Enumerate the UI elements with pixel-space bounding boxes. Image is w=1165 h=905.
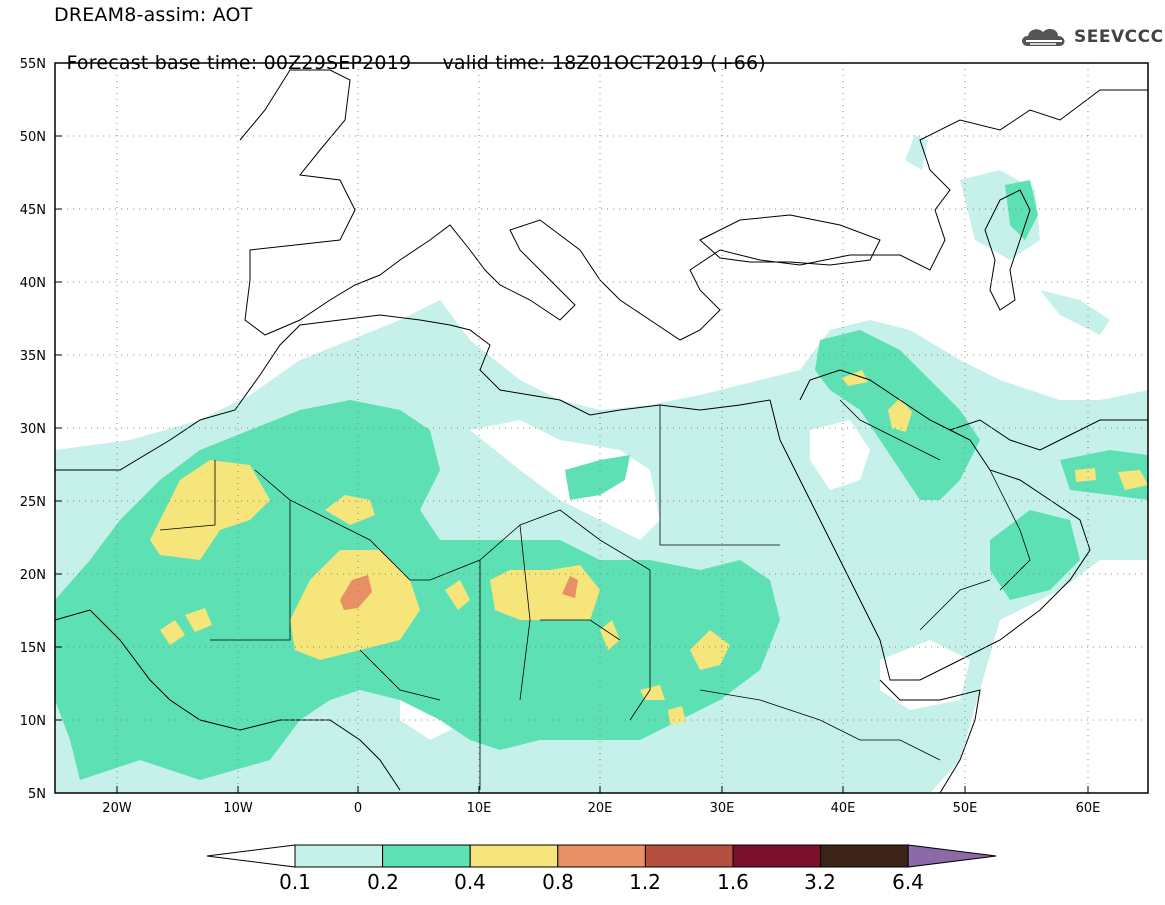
- lon-label: 10W: [223, 801, 253, 816]
- aot-contour-0.4: [668, 706, 686, 724]
- border-lines: [159, 399, 1031, 790]
- lat-label: 55N: [20, 57, 46, 72]
- lon-label: 30E: [710, 801, 735, 816]
- lat-label: 10N: [20, 714, 46, 729]
- legend-box: [294, 844, 384, 868]
- aot-map: 55N 50N 45N 40N 35N 30N 25N 20N 15N 10N …: [20, 57, 1149, 816]
- legend-boxes: [206, 844, 997, 868]
- lat-label: 30N: [20, 422, 46, 437]
- coastline-black-sea: [699, 214, 881, 266]
- legend-label: 3.2: [804, 870, 836, 894]
- color-legend: 0.1 0.2 0.4 0.8 1.2 1.6 3.2 6.4: [206, 844, 997, 894]
- aot-contour-0.4: [888, 398, 912, 432]
- lat-label: 15N: [20, 641, 46, 656]
- logo-text: SEEVCCC: [1074, 27, 1164, 47]
- legend-label: 0.2: [367, 870, 399, 894]
- lat-label: 50N: [20, 130, 46, 145]
- aot-contour-0.4: [185, 608, 212, 632]
- lat-label: 40N: [20, 276, 46, 291]
- legend-label: 0.8: [542, 870, 574, 894]
- aot-contour-0.8: [340, 575, 372, 610]
- coastline-persian-gulf: [949, 419, 1148, 451]
- aot-contour-0.4: [325, 495, 375, 525]
- lat-label: 25N: [20, 495, 46, 510]
- legend-label: 0.4: [454, 870, 486, 894]
- lat-label: 35N: [20, 349, 46, 364]
- aot-contour-0.1: [905, 135, 928, 170]
- aot-contour-0.4: [490, 565, 600, 620]
- legend-box: [469, 844, 559, 868]
- lon-label: 50E: [953, 801, 978, 816]
- legend-box: [820, 844, 909, 868]
- lon-label: 20W: [102, 801, 132, 816]
- legend-box: [732, 844, 822, 868]
- aot-contour-0.4: [690, 630, 730, 670]
- map-title: DREAM8-assim: AOT: [54, 4, 253, 26]
- legend-box: [644, 844, 734, 868]
- aot-contour-0.4: [842, 370, 868, 386]
- aot-contour-0.8: [562, 576, 578, 598]
- legend-box: [382, 844, 471, 868]
- aot-contour-0.4: [1118, 470, 1148, 490]
- aot-contour-0.4: [150, 460, 270, 560]
- aot-clear-area: [880, 640, 970, 710]
- legend-arrow-high: [907, 844, 997, 868]
- aot-clear-area: [420, 420, 660, 540]
- lon-label: 10E: [467, 801, 492, 816]
- cloud-icon: [1022, 28, 1065, 46]
- legend-label: 1.2: [629, 870, 661, 894]
- lon-labels: 20W 10W 0 10E 20E 30E 40E 50E 60E: [102, 801, 1100, 816]
- coastline-horn: [879, 679, 981, 793]
- lon-label: 0: [354, 801, 362, 816]
- lat-labels: 55N 50N 45N 40N 35N 30N 25N 20N 15N 10N …: [20, 57, 46, 802]
- grid-lines: [55, 63, 1148, 793]
- coastline-caspian: [984, 189, 1031, 311]
- seevccc-logo: SEEVCCC: [1018, 24, 1164, 50]
- coastlines: [55, 69, 1148, 793]
- aot-contour-0.4: [445, 580, 470, 610]
- legend-labels: 0.1 0.2 0.4 0.8 1.2 1.6 3.2 6.4: [279, 870, 924, 894]
- legend-label: 0.1: [279, 870, 311, 894]
- aot-contour-0.1: [1040, 290, 1110, 335]
- aot-contour-0.4: [160, 620, 185, 645]
- coastline-west-africa: [55, 609, 401, 791]
- coastline-north-africa: [55, 314, 771, 471]
- coastline-europe: [239, 69, 1148, 341]
- aot-field: [55, 135, 1148, 793]
- tick-marks: [55, 135, 1089, 793]
- lon-label: 20E: [588, 801, 613, 816]
- lat-label: 20N: [20, 568, 46, 583]
- lon-label: 40E: [831, 801, 856, 816]
- legend-box: [557, 844, 646, 868]
- lon-label: 60E: [1076, 801, 1101, 816]
- lat-label: 5N: [28, 787, 46, 802]
- legend-arrow-low: [206, 844, 296, 868]
- legend-label: 1.6: [717, 870, 749, 894]
- legend-label: 6.4: [892, 870, 924, 894]
- coastline-arabia: [769, 369, 1091, 681]
- aot-contour-0.2: [1005, 180, 1038, 240]
- aot-contour-0.4: [1075, 468, 1096, 482]
- aot-contour-0.4: [600, 620, 620, 650]
- lat-label: 45N: [20, 203, 46, 218]
- aot-contour-0.2: [565, 455, 630, 500]
- aot-clear-area: [810, 420, 870, 490]
